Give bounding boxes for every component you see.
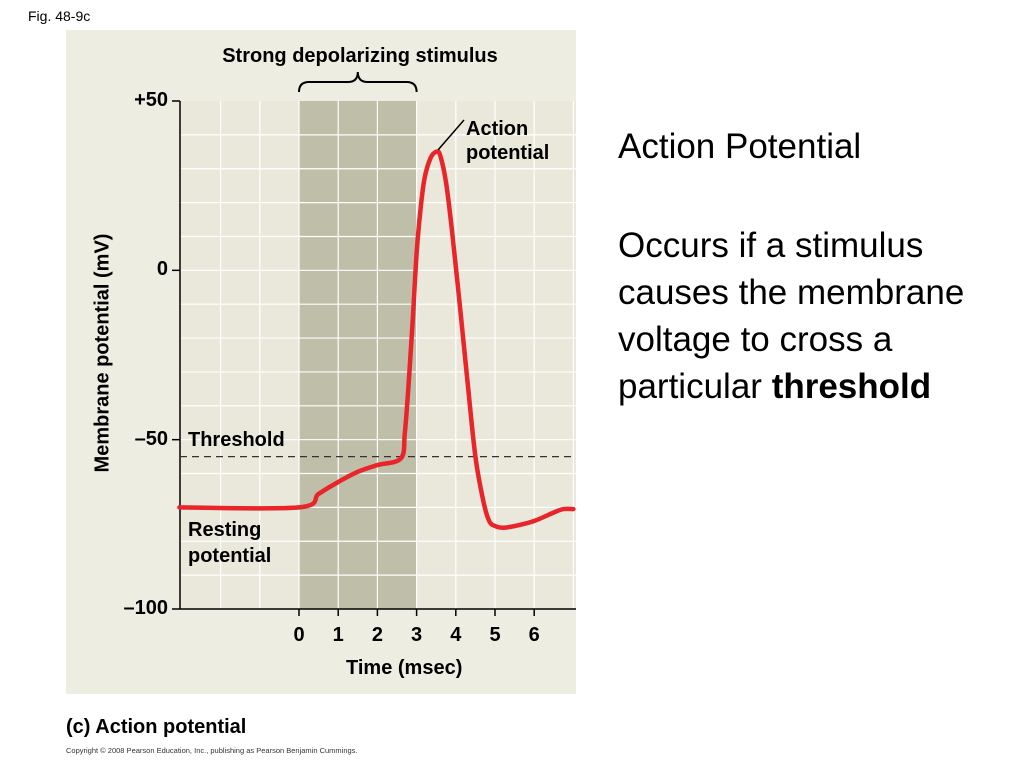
slide-body: Occurs if a stimulus causes the membrane… <box>618 222 1018 410</box>
x-tick-label: 1 <box>332 624 344 646</box>
slide-body-text: Occurs if a stimulus causes the membrane… <box>618 226 965 406</box>
action-potential-chart <box>172 71 576 616</box>
chart-panel <box>66 30 576 694</box>
y-tick-label: 0 <box>156 258 168 281</box>
resting-annotation-line2: potential <box>188 545 272 567</box>
y-tick-label: –100 <box>123 597 169 619</box>
action-potential-annotation-line1: Action <box>466 118 529 140</box>
x-tick-label: 4 <box>450 624 462 646</box>
y-tick-label: –50 <box>134 427 168 450</box>
membrane-potential-curve <box>177 149 576 530</box>
stimulus-window-band <box>299 101 417 609</box>
resting-potential-annotation: Resting potential <box>188 517 271 569</box>
action-potential-annotation-line2: potential <box>466 142 550 164</box>
slide-title: Action Potential <box>618 127 862 166</box>
action-potential-pointer <box>437 119 465 151</box>
x-tick-label: 2 <box>371 624 383 646</box>
stimulus-annotation: Strong depolarizing stimulus <box>222 45 498 67</box>
x-axis-label: Time (msec) <box>346 657 463 679</box>
y-tick-label: +50 <box>134 89 168 111</box>
action-potential-annotation: Action potential <box>466 117 549 165</box>
x-tick-label: 0 <box>293 624 305 646</box>
copyright-notice: Copyright © 2008 Pearson Education, Inc.… <box>66 746 358 755</box>
stimulus-brace <box>298 71 418 93</box>
x-tick-label: 5 <box>489 624 501 646</box>
x-tick-label: 6 <box>528 624 540 646</box>
threshold-annotation: Threshold <box>188 429 285 451</box>
figure-number: Fig. 48-9c <box>28 8 91 24</box>
panel-caption: (c) Action potential <box>66 716 247 738</box>
slide-body-emphasis: threshold <box>771 367 932 406</box>
x-tick-label: 3 <box>411 624 423 646</box>
resting-annotation-line1: Resting <box>188 519 262 541</box>
